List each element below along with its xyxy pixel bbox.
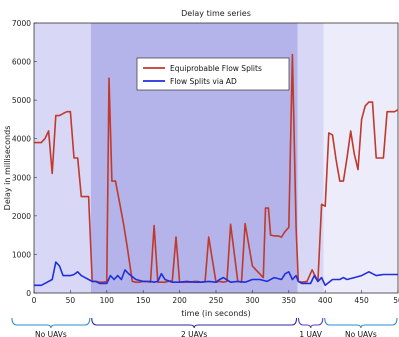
chart-title: Delay time series (181, 9, 251, 18)
series-line-1 (34, 261, 398, 287)
y-tick-label: 4000 (12, 135, 31, 144)
legend-entry: Equiprobable Flow Splits (170, 64, 262, 73)
x-tick-label: 150 (136, 296, 151, 305)
region-bracket (297, 317, 324, 329)
legend-box (136, 57, 290, 91)
region-bracket (11, 317, 91, 329)
y-tick-label: 7000 (12, 19, 31, 28)
region-bracket (91, 317, 298, 329)
region-label: 2 UAVs (181, 330, 207, 337)
y-tick-label: 2000 (12, 212, 31, 221)
region-bracket (324, 317, 398, 329)
region-label: No UAVs (345, 330, 377, 337)
region-brackets: No UAVs 2 UAVs 1 UAV No UAVs (11, 317, 398, 337)
x-tick-label: 50 (66, 296, 76, 305)
region-band-0 (34, 23, 91, 293)
x-axis-label: time (in seconds) (181, 309, 250, 318)
region-label: 1 UAV (299, 330, 322, 337)
y-tick-label: 3000 (12, 173, 31, 182)
y-tick-label: 1000 (12, 250, 31, 259)
series-lines (34, 53, 399, 287)
x-tick-label: 300 (245, 296, 260, 305)
region-band-3 (323, 23, 398, 293)
x-tick-label: 450 (354, 296, 369, 305)
x-tick-label: 100 (100, 296, 115, 305)
y-axis-label: Delay in milliseconds (3, 126, 12, 211)
x-tick-label: 250 (209, 296, 224, 305)
x-tick-label: 0 (32, 296, 37, 305)
axes (33, 22, 399, 294)
x-tick-label: 50 (393, 296, 399, 305)
legend: Equiprobable Flow Splits Flow Splits via … (136, 57, 290, 91)
y-tick-label: 5000 (12, 96, 31, 105)
y-tick-label: 0 (26, 289, 31, 298)
region-label: No UAVs (35, 330, 67, 337)
x-tick-label: 350 (282, 296, 297, 305)
y-tick-label: 6000 (12, 58, 31, 67)
legend-entry: Flow Splits via AD (170, 77, 237, 86)
tick-labels: 0501001502002503003504004505001000200030… (12, 19, 399, 305)
x-tick-label: 200 (172, 296, 187, 305)
x-tick-label: 400 (318, 296, 333, 305)
